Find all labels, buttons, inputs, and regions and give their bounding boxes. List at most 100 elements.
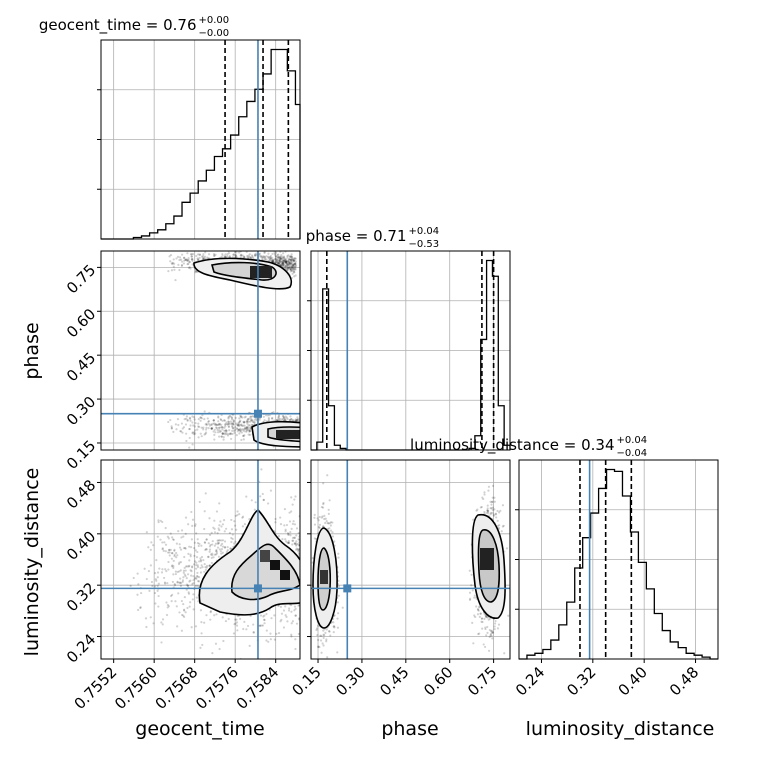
x-tick-label: 0.75 bbox=[464, 663, 500, 699]
sample-point bbox=[170, 269, 174, 272]
sample-point bbox=[279, 620, 282, 623]
sample-point bbox=[190, 253, 193, 256]
x-tick-label: 0.7576 bbox=[192, 663, 242, 713]
sample-point bbox=[496, 627, 500, 630]
sample-point bbox=[221, 432, 224, 435]
sample-point bbox=[186, 573, 190, 576]
sample-point bbox=[171, 564, 174, 567]
sample-point bbox=[215, 552, 219, 555]
sample-point bbox=[494, 512, 498, 515]
sample-point bbox=[328, 499, 331, 502]
sample-point bbox=[291, 272, 294, 275]
sample-point bbox=[318, 526, 321, 530]
sample-point bbox=[240, 431, 243, 434]
sample-point bbox=[243, 523, 247, 526]
sample-point bbox=[227, 420, 230, 424]
sample-point bbox=[187, 552, 190, 555]
sample-point bbox=[489, 513, 492, 516]
sample-point bbox=[288, 266, 291, 269]
sample-point bbox=[179, 582, 183, 585]
sample-point bbox=[180, 536, 183, 539]
sample-point bbox=[318, 645, 321, 649]
sample-point bbox=[199, 416, 202, 419]
sample-point bbox=[283, 266, 287, 269]
sample-point bbox=[321, 515, 324, 518]
sample-point bbox=[493, 622, 497, 625]
sample-point bbox=[297, 604, 300, 607]
sample-point bbox=[196, 428, 199, 431]
sample-point bbox=[292, 520, 295, 523]
sample-point bbox=[288, 261, 291, 264]
sample-point bbox=[196, 575, 199, 578]
sample-point bbox=[249, 415, 253, 418]
sample-point bbox=[253, 508, 256, 511]
sample-point bbox=[331, 535, 335, 538]
sample-point bbox=[165, 613, 169, 617]
sample-point bbox=[243, 426, 247, 429]
sample-point bbox=[483, 493, 486, 496]
sample-point bbox=[322, 501, 325, 505]
sample-point bbox=[237, 428, 241, 431]
sample-point bbox=[295, 419, 298, 422]
sample-point bbox=[185, 415, 189, 418]
sample-point bbox=[182, 569, 185, 572]
sample-point bbox=[154, 572, 157, 575]
sample-point bbox=[213, 553, 216, 556]
sample-point bbox=[199, 560, 203, 563]
sample-point bbox=[203, 541, 206, 544]
sample-point bbox=[489, 511, 493, 515]
sample-point bbox=[192, 563, 196, 566]
sample-point bbox=[290, 265, 293, 268]
sample-point bbox=[227, 422, 231, 426]
sample-point bbox=[293, 257, 297, 260]
sample-point bbox=[292, 257, 295, 260]
sample-point bbox=[217, 541, 221, 545]
sample-point bbox=[198, 542, 201, 545]
sample-point bbox=[192, 416, 196, 419]
sample-point bbox=[235, 255, 238, 258]
sample-point bbox=[223, 255, 227, 258]
sample-point bbox=[182, 426, 186, 429]
sample-point bbox=[499, 509, 502, 512]
sample-point bbox=[178, 581, 181, 584]
sample-point bbox=[282, 418, 285, 421]
sample-point bbox=[221, 428, 224, 431]
sample-point bbox=[189, 553, 192, 556]
sample-point bbox=[486, 510, 490, 513]
sample-point bbox=[280, 612, 284, 615]
sample-point bbox=[236, 510, 239, 513]
sample-point bbox=[291, 503, 294, 506]
sample-point bbox=[184, 547, 187, 550]
sample-point bbox=[225, 433, 229, 436]
sample-point bbox=[178, 611, 181, 614]
sample-point bbox=[291, 261, 294, 264]
sample-point bbox=[239, 419, 242, 422]
sample-point bbox=[174, 423, 177, 426]
sample-point bbox=[491, 500, 494, 504]
sample-point bbox=[271, 259, 275, 262]
sample-point bbox=[246, 422, 249, 425]
sample-point bbox=[252, 623, 255, 626]
panel-title-phase: phase = 0.71 bbox=[306, 227, 407, 245]
sample-point bbox=[163, 582, 167, 585]
sample-point bbox=[259, 254, 263, 257]
sample-point bbox=[286, 260, 290, 263]
sample-point bbox=[177, 423, 180, 427]
sample-point bbox=[156, 589, 159, 592]
sample-point bbox=[250, 499, 253, 502]
sample-point bbox=[161, 547, 164, 550]
panel-title-plus: +0.04 bbox=[617, 435, 648, 446]
sample-point bbox=[259, 624, 262, 628]
x-tick-label: 0.32 bbox=[563, 663, 599, 699]
sample-point bbox=[293, 262, 296, 265]
sample-point bbox=[232, 419, 235, 422]
sample-point bbox=[170, 600, 173, 603]
sample-point bbox=[137, 608, 140, 612]
sample-point bbox=[202, 558, 205, 562]
sample-point bbox=[232, 542, 236, 545]
sample-point bbox=[176, 580, 179, 583]
sample-point bbox=[327, 522, 330, 525]
sample-point bbox=[265, 639, 268, 642]
sample-point bbox=[180, 422, 184, 425]
sample-point bbox=[218, 430, 221, 434]
